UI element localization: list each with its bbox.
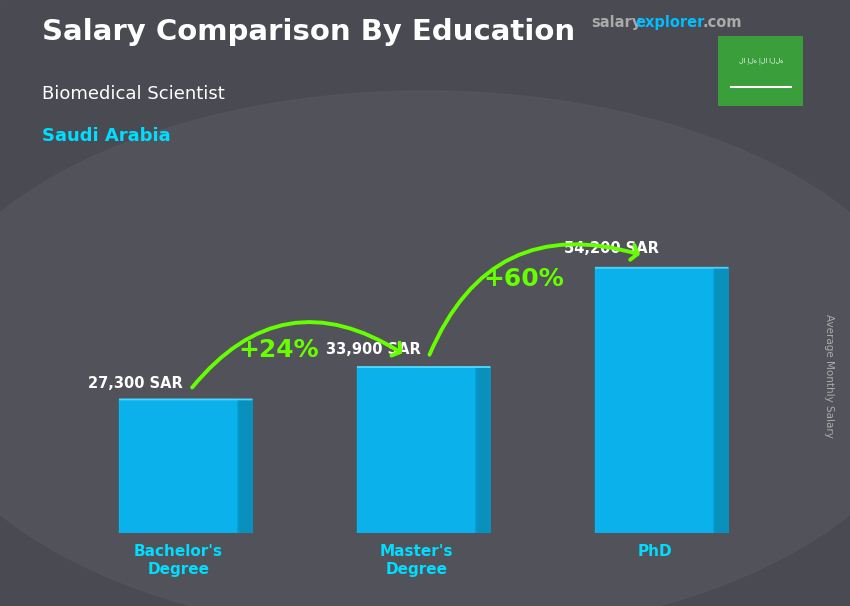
Text: 27,300 SAR: 27,300 SAR <box>88 376 183 391</box>
Ellipse shape <box>0 91 850 606</box>
Polygon shape <box>476 367 490 533</box>
Bar <box>357 367 476 533</box>
Polygon shape <box>238 399 252 533</box>
Polygon shape <box>714 268 728 533</box>
Text: .com: .com <box>702 15 741 30</box>
Text: Biomedical Scientist: Biomedical Scientist <box>42 85 225 103</box>
Bar <box>119 399 238 533</box>
Text: 33,900 SAR: 33,900 SAR <box>326 342 421 357</box>
Text: +60%: +60% <box>483 267 564 291</box>
Text: 54,200 SAR: 54,200 SAR <box>564 241 659 256</box>
Bar <box>595 268 714 533</box>
Text: +24%: +24% <box>238 339 319 362</box>
Text: لا إله إلا الله: لا إله إلا الله <box>739 58 783 64</box>
Text: Salary Comparison By Education: Salary Comparison By Education <box>42 18 575 46</box>
Text: salary: salary <box>591 15 641 30</box>
Text: explorer: explorer <box>636 15 705 30</box>
Text: Average Monthly Salary: Average Monthly Salary <box>824 314 834 438</box>
Text: Saudi Arabia: Saudi Arabia <box>42 127 171 145</box>
